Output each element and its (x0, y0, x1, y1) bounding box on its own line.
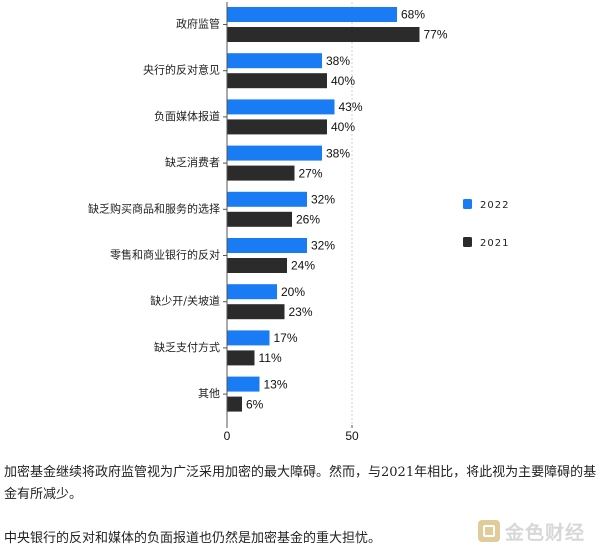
caption-paragraph-2: 中央银行的反对和媒体的负面报道也仍然是加密基金的重大担忧。 (4, 531, 382, 546)
bar-2022 (227, 284, 277, 300)
data-label: 13% (264, 377, 288, 391)
bar-2021 (227, 211, 292, 227)
data-label: 68% (401, 8, 425, 22)
bar-2022 (227, 238, 307, 253)
bar-2021 (227, 119, 327, 135)
category-label: 其他 (198, 387, 220, 400)
legend-swatch-2021 (463, 237, 472, 247)
category-label: 政府监管 (176, 17, 220, 31)
legend-label-2021: 2021 (480, 238, 509, 249)
watermark-logo-icon (478, 520, 500, 542)
bar-2022 (227, 330, 270, 346)
bar-2022 (227, 7, 397, 22)
bar-2022 (227, 99, 335, 115)
category-label: 缺乏购买商品和服务的选择 (88, 201, 220, 215)
data-label: 38% (326, 54, 350, 68)
data-label: 11% (259, 351, 282, 365)
bar-2021 (227, 73, 327, 89)
bar-2022 (227, 53, 322, 69)
bar-2021 (227, 165, 295, 181)
data-label: 23% (289, 305, 313, 319)
bar-2021 (227, 304, 285, 320)
data-label: 32% (311, 192, 335, 206)
data-label: 40% (331, 74, 355, 88)
x-tick-label: 0 (224, 429, 231, 443)
watermark-text: 金色财经 (505, 521, 586, 544)
data-label: 40% (331, 120, 355, 134)
data-label: 43% (339, 100, 363, 114)
category-label: 缺乏支付方式 (154, 340, 220, 354)
data-label: 27% (299, 166, 323, 180)
bar-2022 (227, 191, 307, 207)
category-label: 央行的反对意见 (143, 63, 220, 77)
watermark: 金色财经 (478, 516, 598, 546)
data-label: 32% (311, 239, 335, 253)
x-tick-label: 50 (345, 429, 359, 443)
caption-paragraph-1: 加密基金继续将政府监管视为广泛采用加密的最大障碍。然而，与2021年相比，将此视… (4, 465, 597, 502)
bar-2021 (227, 350, 255, 366)
data-label: 6% (246, 397, 264, 411)
category-label: 零售和商业银行的反对 (110, 248, 220, 262)
data-label: 20% (281, 285, 305, 299)
data-label: 77% (424, 28, 448, 42)
category-label: 负面媒体报道 (154, 109, 220, 123)
legend-swatch-2022 (463, 199, 472, 209)
data-label: 38% (326, 146, 350, 160)
category-label: 缺乏消费者 (165, 155, 220, 169)
bar-2022 (227, 376, 260, 392)
bar-chart: 政府监管 68% 77% 央行的反对意见 38% 40% 负面媒体报道 43% 40% 缺乏消费者… (88, 2, 509, 443)
legend-label-2022: 2022 (480, 200, 509, 211)
data-label: 24% (291, 259, 315, 273)
bar-2021 (227, 27, 420, 42)
category-label: 缺少开/关坡道 (150, 294, 220, 308)
bar-2021 (227, 258, 287, 273)
data-label: 17% (274, 331, 298, 345)
bar-2022 (227, 145, 322, 161)
bar-2021 (227, 396, 242, 412)
data-label: 26% (296, 212, 320, 226)
